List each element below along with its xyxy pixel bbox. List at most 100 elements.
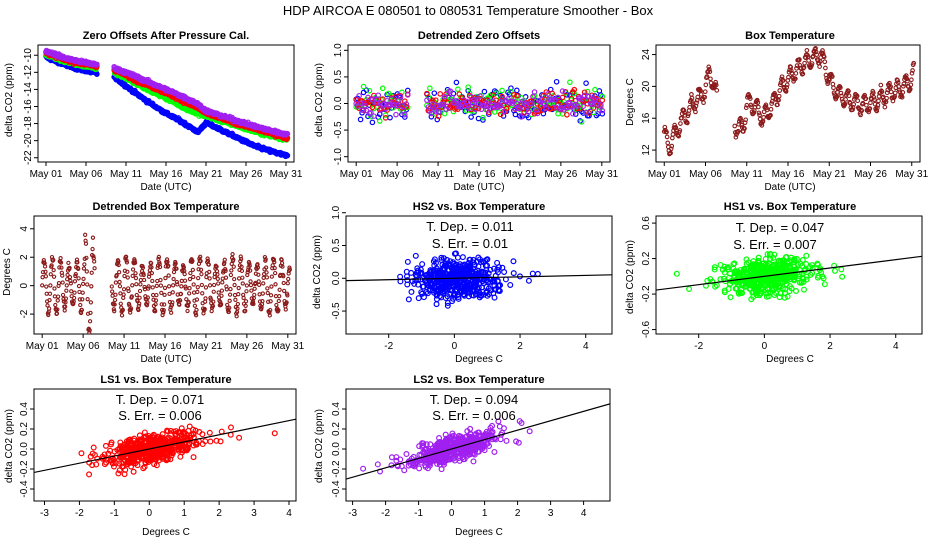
data-point <box>224 287 229 292</box>
data-point <box>248 279 253 284</box>
data-point <box>543 105 550 112</box>
data-point <box>67 274 73 280</box>
data-point <box>165 259 170 265</box>
data-point <box>211 299 216 304</box>
data-point <box>287 265 292 270</box>
data-point <box>443 256 450 263</box>
data-point <box>190 267 195 273</box>
y-tick-label: -0.4 <box>19 480 30 498</box>
data-point <box>707 69 713 75</box>
data-point <box>802 267 809 274</box>
data-point <box>53 302 58 308</box>
data-point <box>465 84 471 90</box>
data-point <box>207 283 213 288</box>
data-point <box>711 264 718 271</box>
data-point <box>436 293 443 300</box>
data-point <box>706 66 712 72</box>
data-point <box>137 295 142 300</box>
data-point <box>243 299 249 304</box>
data-point <box>583 80 589 86</box>
data-point <box>198 267 204 272</box>
data-point <box>123 254 129 259</box>
data-point <box>83 232 88 237</box>
data-point <box>702 89 708 95</box>
data-point <box>796 273 803 280</box>
plot-frame <box>655 44 921 163</box>
data-point <box>179 284 184 289</box>
data-point <box>259 307 264 312</box>
data-point <box>415 295 422 302</box>
data-point <box>214 264 219 269</box>
plot-marks <box>656 250 922 303</box>
data-point <box>112 302 117 307</box>
data-point <box>198 254 203 259</box>
data-point <box>525 109 532 115</box>
data-point <box>804 48 810 53</box>
data-point <box>689 95 695 101</box>
data-point <box>440 101 446 108</box>
data-point <box>226 309 232 315</box>
data-point <box>453 98 460 104</box>
data-point <box>48 283 53 288</box>
data-point <box>501 269 508 276</box>
data-point <box>739 290 746 297</box>
x-tick-label: 0 <box>146 508 152 519</box>
data-point <box>820 275 827 282</box>
data-point <box>754 259 761 266</box>
data-point <box>878 82 884 88</box>
data-point <box>167 299 173 305</box>
data-point <box>272 270 278 276</box>
x-tick-label: May 16 <box>149 341 182 352</box>
data-point <box>277 294 282 299</box>
data-point <box>83 241 89 246</box>
data-point <box>447 88 454 95</box>
data-point <box>882 104 888 110</box>
data-point <box>120 307 125 313</box>
data-point <box>261 275 266 281</box>
data-point <box>682 110 687 116</box>
data-point <box>216 281 221 286</box>
data-point <box>173 261 178 266</box>
data-point <box>801 64 807 70</box>
data-point <box>815 272 822 279</box>
data-point <box>207 269 212 275</box>
x-tick-label: May 26 <box>544 169 577 180</box>
data-point <box>665 140 671 146</box>
data-point <box>850 107 855 113</box>
x-tick-label: May 31 <box>271 341 304 352</box>
data-point <box>746 278 753 285</box>
data-point <box>119 313 125 318</box>
data-point <box>89 450 96 457</box>
data-point <box>51 257 56 263</box>
data-point <box>404 92 411 98</box>
data-point <box>599 93 606 100</box>
data-point <box>247 263 252 268</box>
data-point <box>694 100 699 106</box>
data-point <box>427 281 434 288</box>
data-point <box>507 281 514 288</box>
data-point <box>90 235 96 240</box>
data-point <box>220 276 225 281</box>
data-point <box>371 113 377 119</box>
data-point <box>185 308 190 314</box>
data-point <box>76 266 81 271</box>
data-point <box>465 260 472 267</box>
data-point <box>490 98 497 105</box>
data-point <box>776 93 782 99</box>
data-point <box>456 91 463 97</box>
data-point <box>357 116 364 123</box>
data-point <box>133 271 138 276</box>
x-tick-label: -2 <box>75 508 84 519</box>
data-point <box>72 279 78 284</box>
data-point <box>84 255 89 260</box>
data-point <box>244 289 249 294</box>
data-point <box>211 289 216 294</box>
data-point <box>773 276 780 283</box>
data-point <box>263 257 268 262</box>
data-point <box>781 262 788 269</box>
x-tick-label: 3 <box>251 508 257 519</box>
t-dep-annotation: T. Dep. = 0.047 <box>736 220 825 235</box>
data-point <box>744 102 750 108</box>
data-point <box>595 97 601 104</box>
data-point <box>134 292 139 298</box>
